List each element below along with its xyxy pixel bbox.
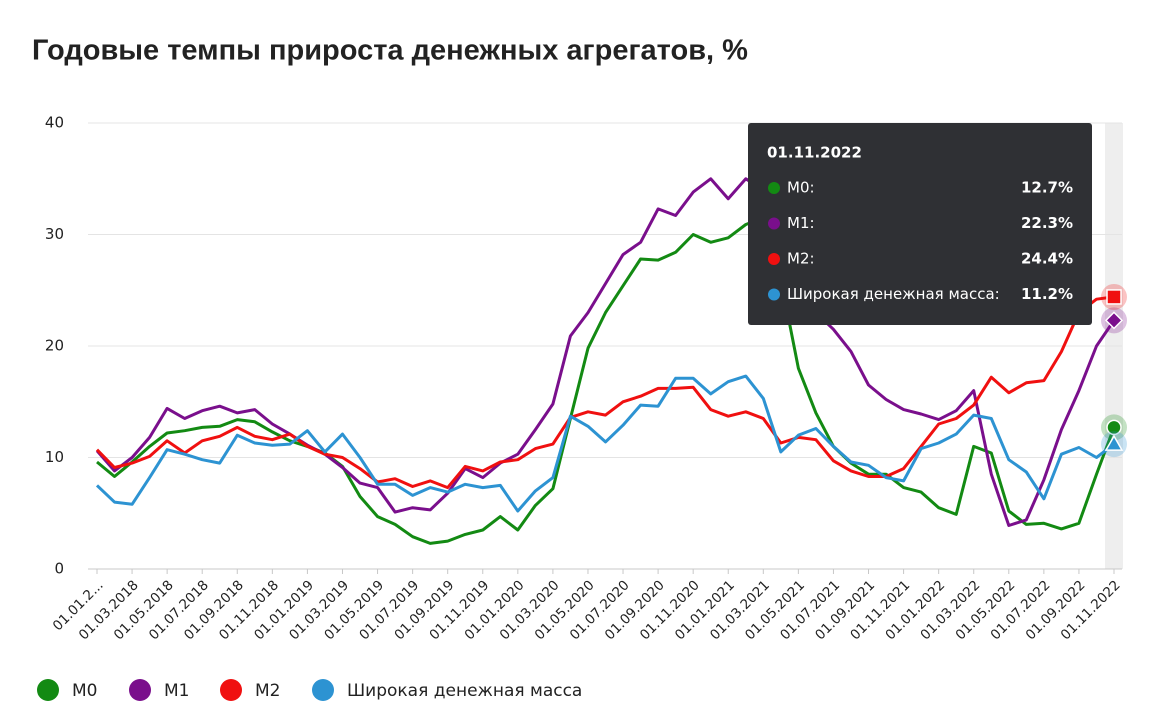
legend-label: M1 xyxy=(164,681,189,701)
legend-item: M2 xyxy=(220,679,280,701)
legend-swatch xyxy=(129,679,151,701)
y-tick-label: 20 xyxy=(45,337,64,355)
tooltip-value: 11.2% xyxy=(1021,285,1073,303)
tooltip-value: 22.3% xyxy=(1021,214,1073,232)
marker xyxy=(1106,289,1122,305)
legend-label: M0 xyxy=(72,681,97,701)
tooltip-dot xyxy=(768,182,780,194)
legend-item: M1 xyxy=(129,679,189,701)
hover-marker xyxy=(1101,283,1127,310)
y-tick-label: 30 xyxy=(45,225,64,243)
hover-marker xyxy=(1101,431,1127,458)
tooltip-label: M2: xyxy=(787,250,815,268)
tooltip-value: 12.7% xyxy=(1021,179,1073,197)
series-line xyxy=(95,295,1115,490)
hover-marker xyxy=(1101,414,1127,441)
y-tick-label: 0 xyxy=(54,560,64,578)
legend-label: M2 xyxy=(255,681,280,701)
tooltip-dot xyxy=(768,253,780,265)
hover-marker xyxy=(1101,307,1127,334)
tooltip-label: M1: xyxy=(787,214,815,232)
tooltip-dot xyxy=(768,288,780,301)
series-line xyxy=(96,216,1116,545)
marker xyxy=(1106,419,1122,436)
legend-swatch xyxy=(37,679,59,701)
legend-item: Широкая денежная масса xyxy=(312,679,582,701)
legend-swatch xyxy=(220,679,242,701)
marker xyxy=(1104,434,1124,451)
tooltip-label: M0: xyxy=(787,179,815,197)
tooltip: 01.11.2022 M0: 12.7% M1: 22.3% M2: 24.4% Широка… xyxy=(748,123,1092,325)
tooltip-label: Широкая денежная масса: xyxy=(787,285,1000,303)
tooltip-value: 24.4% xyxy=(1021,250,1073,268)
tooltip-title: 01.11.2022 xyxy=(767,144,862,162)
tooltip-dot xyxy=(768,217,780,230)
y-tick-label: 10 xyxy=(45,448,64,466)
tooltip-box xyxy=(748,123,1092,325)
legend-swatch xyxy=(312,679,334,701)
y-tick-label: 40 xyxy=(45,114,64,132)
series-line xyxy=(95,177,1116,527)
series-line xyxy=(95,374,1115,513)
legend-label: Широкая денежная масса xyxy=(347,681,582,701)
legend-item: M0 xyxy=(37,679,97,701)
chart-title: Годовые темпы прироста денежных агрегато… xyxy=(32,35,748,67)
marker xyxy=(1104,311,1124,330)
